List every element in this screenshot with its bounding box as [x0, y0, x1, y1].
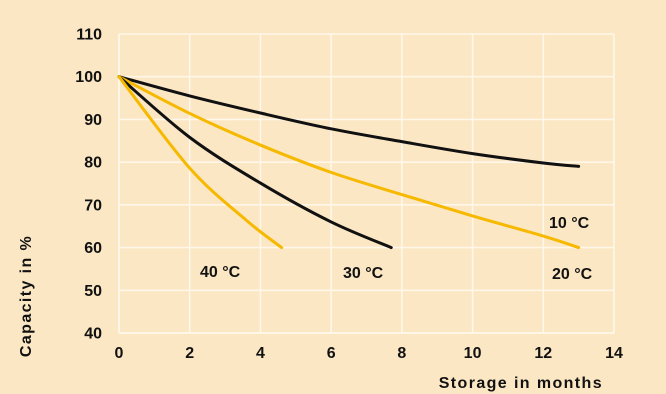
x-tick-label: 0 [115, 345, 124, 362]
y-tick-label: 40 [84, 326, 102, 343]
series-label-1: 20 °C [552, 266, 593, 283]
series-label-0: 10 °C [549, 215, 590, 232]
x-tick-label: 14 [605, 345, 623, 362]
series-line-1 [117, 75, 581, 250]
x-tick-label: 8 [397, 345, 406, 362]
x-tick-label: 12 [534, 345, 552, 362]
x-tick-label: 4 [256, 345, 265, 362]
x-tick-label: 2 [185, 345, 194, 362]
series-label-2: 30 °C [343, 265, 384, 282]
y-tick-label: 80 [84, 155, 102, 172]
y-tick-label: 100 [75, 69, 102, 86]
series-line-0 [117, 75, 581, 168]
y-tick-label: 90 [84, 112, 102, 129]
y-tick-label: 60 [84, 240, 102, 257]
series-label-3: 40 °C [200, 264, 241, 281]
y-tick-label: 110 [76, 27, 102, 44]
series-line-2 [117, 75, 393, 250]
x-tick-label: 10 [464, 345, 482, 362]
y-axis-title: Capacity in % [18, 235, 35, 357]
series-line-3 [117, 75, 284, 250]
x-axis-title: Storage in months [439, 375, 603, 392]
x-tick-label: 6 [327, 345, 336, 362]
y-tick-label: 70 [84, 197, 102, 214]
y-tick-label: 50 [84, 283, 102, 300]
